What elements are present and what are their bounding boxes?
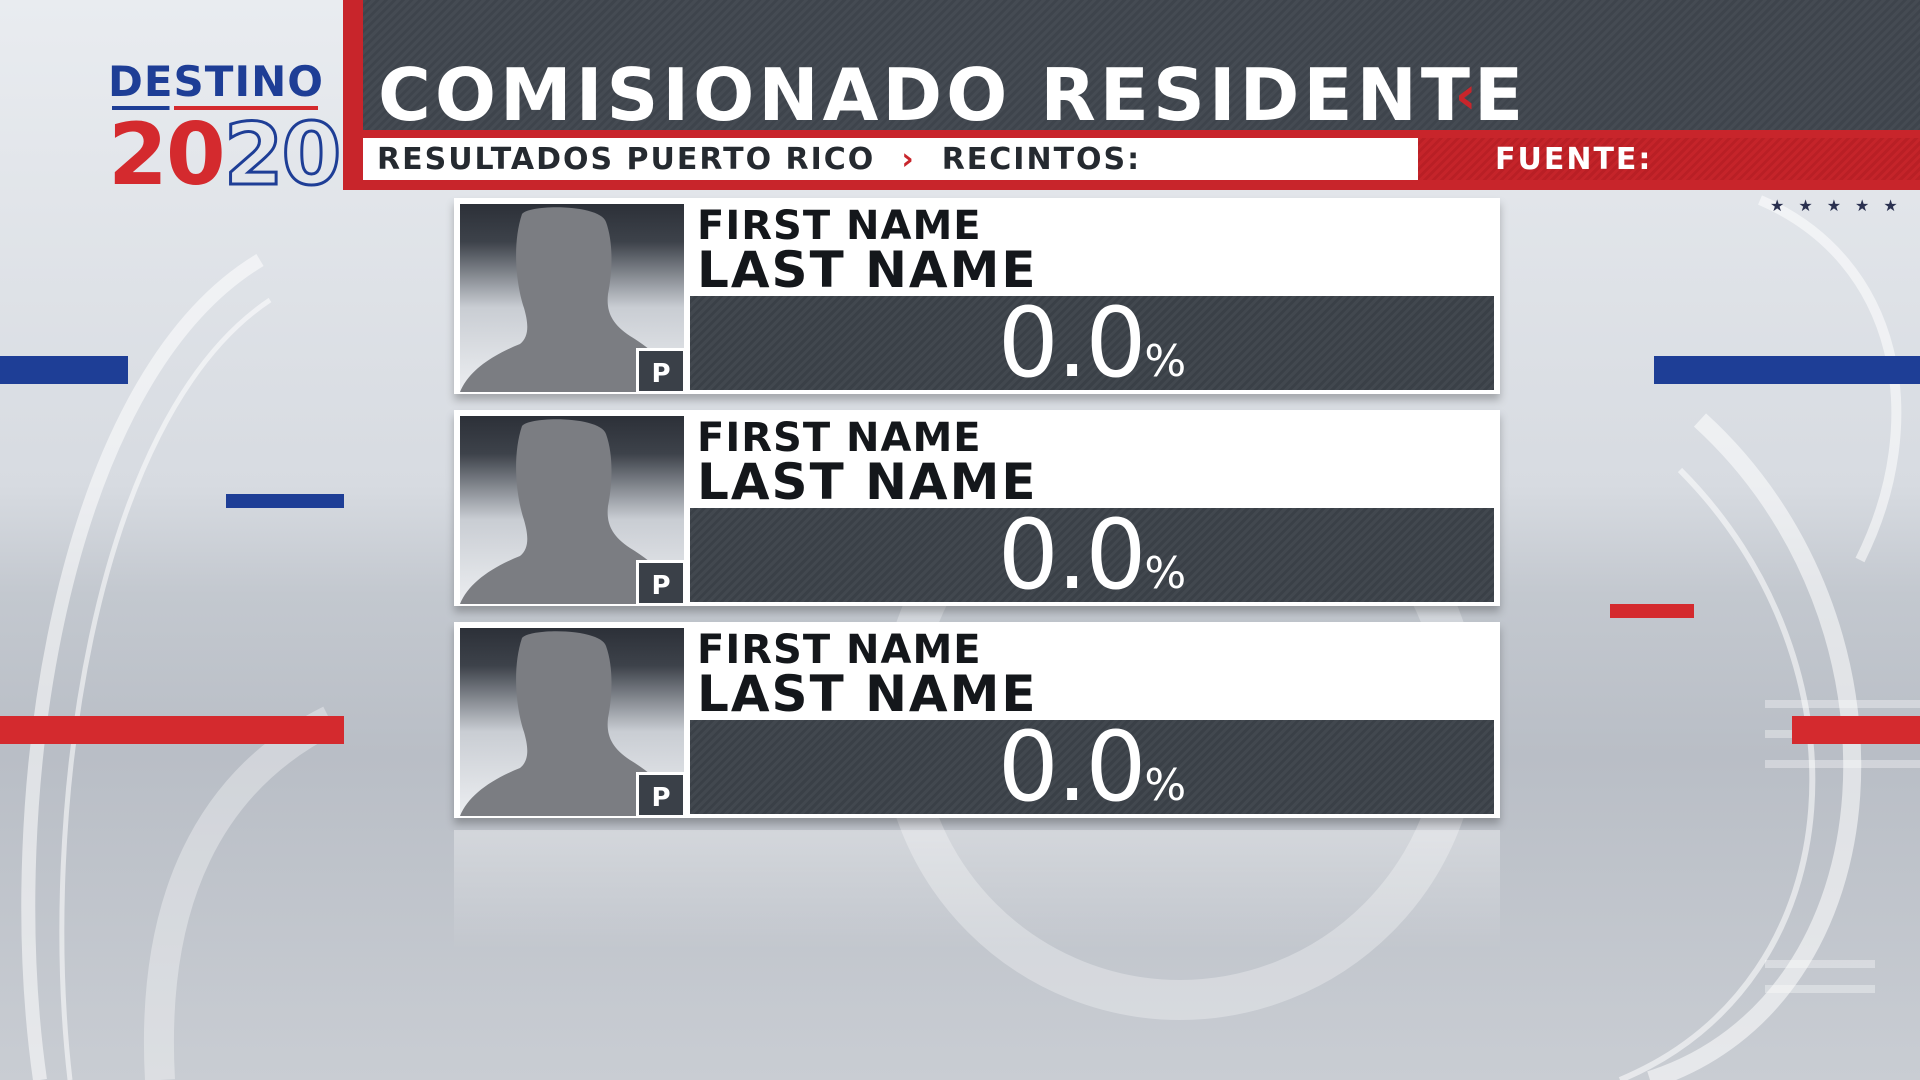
source-label: FUENTE: bbox=[1495, 142, 1653, 177]
percent-value: 0.0 bbox=[997, 711, 1147, 823]
party-badge: P bbox=[636, 348, 684, 392]
candidate-first-name: FIRST NAME bbox=[697, 203, 982, 249]
candidate-last-name: LAST NAME bbox=[697, 453, 1038, 511]
blue-stripe-right bbox=[1654, 356, 1920, 384]
vote-percent-bar: 0.0% bbox=[690, 295, 1494, 391]
candidate-last-name: LAST NAME bbox=[697, 665, 1038, 723]
chevron-right-icon: › bbox=[901, 142, 916, 177]
candidate-last-name: LAST NAME bbox=[697, 241, 1038, 299]
candidate-card: P FIRST NAME LAST NAME 0.0% bbox=[454, 198, 1500, 394]
candidate-photo-placeholder: P bbox=[460, 204, 684, 392]
percent-sign: % bbox=[1144, 548, 1187, 599]
logo-year: 2020 bbox=[108, 111, 343, 200]
header-panel bbox=[363, 0, 1920, 130]
party-badge: P bbox=[636, 560, 684, 604]
candidate-card: P FIRST NAME LAST NAME 0.0% bbox=[454, 622, 1500, 818]
card-reflection bbox=[454, 830, 1500, 950]
candidate-photo-placeholder: P bbox=[460, 416, 684, 604]
candidate-first-name: FIRST NAME bbox=[697, 627, 982, 673]
subtitle-bar bbox=[363, 138, 1418, 180]
page-title: COMISIONADO RESIDENTE bbox=[378, 53, 1528, 137]
percent-sign: % bbox=[1144, 760, 1187, 811]
person-silhouette-icon bbox=[460, 419, 684, 604]
vote-percent: 0.0% bbox=[690, 507, 1494, 603]
party-badge: P bbox=[636, 772, 684, 816]
candidate-photo-placeholder: P bbox=[460, 628, 684, 816]
logo-destino-text: DESTINO bbox=[108, 57, 324, 106]
red-stripe-right bbox=[1792, 716, 1920, 744]
vote-percent: 0.0% bbox=[690, 719, 1494, 815]
candidate-list: P FIRST NAME LAST NAME 0.0% P FIRST NAME… bbox=[454, 198, 1500, 834]
candidate-card: P FIRST NAME LAST NAME 0.0% bbox=[454, 410, 1500, 606]
subtitle-region: RESULTADOS PUERTO RICO bbox=[377, 142, 876, 177]
subtitle: RESULTADOS PUERTO RICO › RECINTOS: bbox=[377, 139, 1141, 181]
red-stripe-right-small bbox=[1610, 604, 1694, 618]
logo-divider bbox=[112, 106, 318, 110]
red-stripe-left bbox=[0, 716, 344, 744]
blue-stripe-left bbox=[0, 356, 128, 384]
stars-icon: ★★★★★ bbox=[1770, 196, 1912, 215]
blue-stripe-left-small bbox=[226, 494, 344, 508]
vote-percent-bar: 0.0% bbox=[690, 719, 1494, 815]
person-silhouette-icon bbox=[460, 631, 684, 816]
destino-2020-logo: DESTINO 2020 bbox=[108, 57, 343, 200]
logo-year-outline: 20 bbox=[222, 105, 343, 205]
source-bar bbox=[1418, 138, 1920, 180]
person-silhouette-icon bbox=[460, 207, 684, 392]
candidate-first-name: FIRST NAME bbox=[697, 415, 982, 461]
chevron-left-icon: ‹ bbox=[1455, 66, 1477, 126]
logo-year-red: 20 bbox=[108, 105, 226, 205]
percent-value: 0.0 bbox=[997, 287, 1147, 399]
percent-sign: % bbox=[1144, 336, 1187, 387]
percent-value: 0.0 bbox=[997, 499, 1147, 611]
vote-percent-bar: 0.0% bbox=[690, 507, 1494, 603]
subtitle-precincts: RECINTOS: bbox=[941, 142, 1142, 177]
vote-percent: 0.0% bbox=[690, 295, 1494, 391]
